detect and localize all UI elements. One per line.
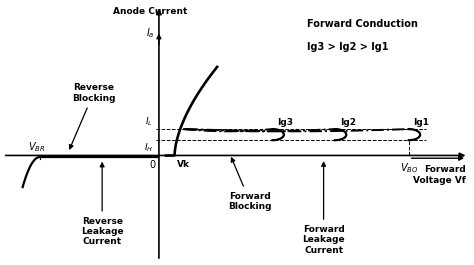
Text: Forward
Voltage Vf: Forward Voltage Vf [413, 165, 465, 185]
Text: Ig1: Ig1 [413, 118, 429, 127]
Text: Ig3 > Ig2 > Ig1: Ig3 > Ig2 > Ig1 [307, 42, 388, 52]
Text: $V_{BR}$: $V_{BR}$ [28, 140, 46, 154]
Text: Reverse
Leakage
Current: Reverse Leakage Current [81, 163, 123, 246]
Text: 0: 0 [149, 160, 155, 170]
Text: Anode Current: Anode Current [113, 7, 188, 16]
Text: Reverse
Blocking: Reverse Blocking [70, 83, 115, 149]
Text: Forward Conduction: Forward Conduction [307, 19, 418, 29]
Text: $I_L$: $I_L$ [146, 115, 153, 128]
Text: $I_H$: $I_H$ [144, 142, 153, 154]
Text: $V_{BO}$: $V_{BO}$ [400, 161, 418, 175]
Text: Vk: Vk [177, 160, 190, 169]
Text: Forward
Leakage
Current: Forward Leakage Current [302, 162, 345, 255]
Text: Ig2: Ig2 [340, 118, 356, 127]
Text: Ig3: Ig3 [277, 118, 293, 127]
Text: Forward
Blocking: Forward Blocking [228, 158, 272, 211]
Text: $I_a$: $I_a$ [146, 26, 155, 40]
